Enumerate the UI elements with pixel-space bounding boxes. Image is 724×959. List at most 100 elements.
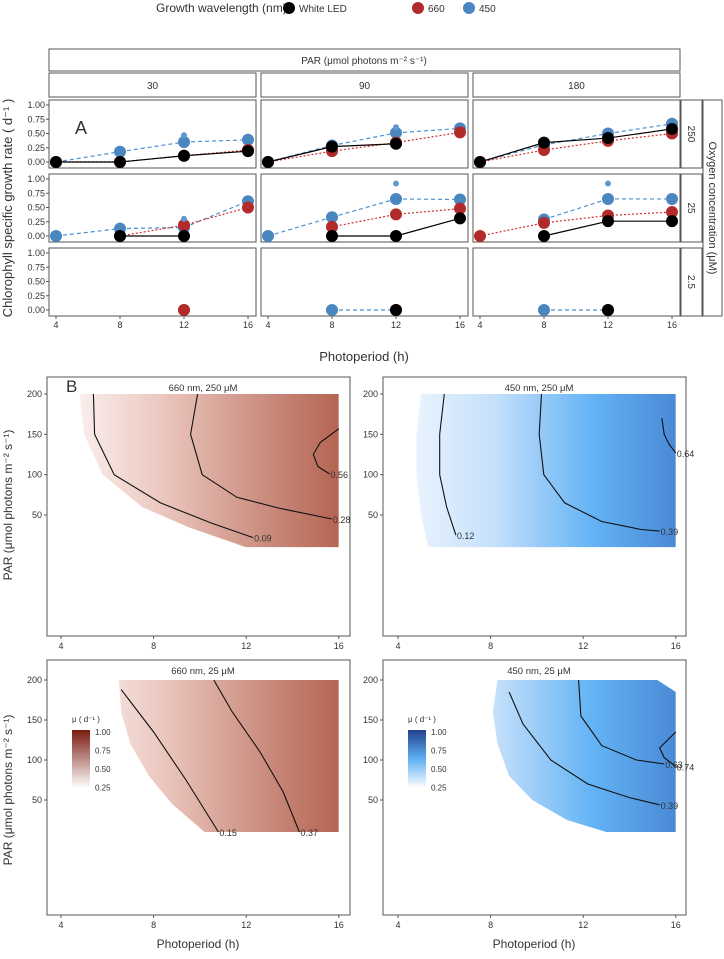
row-strip-label: 2.5 [685,275,696,289]
series-line-white [543,137,609,144]
data-point-r660 [326,220,338,233]
data-point-b450-replicate [393,124,399,131]
data-point-b450 [602,192,614,205]
colorbar-title: μ ( d⁻¹ ) [72,715,100,724]
y-tick-label: 150 [27,429,42,439]
colorbar-tick-label: 1.00 [431,728,447,737]
y-tick-label: 1.00 [27,248,45,258]
y-tick-label: 100 [27,755,42,765]
data-point-b450 [454,193,466,206]
data-point-white [602,215,614,228]
heatmap-title: 450 nm, 250 μM [505,383,574,394]
row-strip [680,247,703,317]
colorbar-tick-label: 0.50 [431,765,447,774]
heatmap-title: 450 nm, 25 μM [507,666,571,677]
series-line-white [331,143,397,148]
par-strip [48,48,681,72]
series-line-r660 [331,213,397,228]
data-point-white [50,156,62,168]
heatmap-title: 660 nm, 25 μM [171,666,235,677]
heatmap-surface [416,394,676,548]
contour-line [538,393,660,532]
x-tick-label: 8 [329,320,334,330]
data-point-white [538,230,550,242]
y-tick-label: 0.75 [27,114,45,124]
contour-line [190,393,333,520]
y-tick-label: 150 [363,429,378,439]
facet-panel [48,247,257,317]
row-strip-label: 25 [685,202,696,214]
data-point-r660 [178,304,190,316]
data-point-b450-replicate [181,215,187,222]
x-tick-label: 12 [241,920,251,930]
y-tick-label: 0.50 [27,203,45,213]
data-point-white [242,145,254,158]
series-line-white [183,150,249,157]
x-tick-label: 12 [391,320,401,330]
data-point-b450 [538,304,550,316]
colorbar-tick-label: 0.50 [95,765,111,774]
series-line-b450 [119,226,185,230]
heatmap-panel: 0.09 0.28 0.56 660 nm, 250 μM 50 100 150 200 4 8 1… [27,376,351,651]
series-line-r660 [479,222,545,237]
facet-panel [260,247,469,317]
series-line-b450 [119,141,185,153]
data-point-white [474,156,486,168]
x-axis-title: Photoperiod (h) [493,937,576,951]
data-point-white [666,122,678,135]
x-tick-label: 4 [477,320,482,330]
y-tick-label: 150 [27,715,42,725]
row-strip [680,99,703,169]
facet-panel [472,173,681,243]
data-point-b450-replicate [605,180,611,187]
x-tick-label: 4 [395,920,400,930]
column-strip [472,72,681,98]
contour-line [578,679,665,765]
y-tick-label: 50 [32,795,42,805]
x-tick-label: 8 [541,320,546,330]
panel-label-b: B [66,377,77,396]
series-line-b450 [395,127,461,134]
x-tick-label: 12 [578,920,588,930]
row-strip-label: 250 [685,126,696,143]
y-tick-label: 50 [368,795,378,805]
data-point-b450 [326,211,338,224]
contour-line [661,418,677,454]
data-point-white [538,136,550,149]
data-point-b450-replicate [393,180,399,187]
x-tick-label: 8 [151,920,156,930]
contour-label: 0.39 [661,527,679,537]
series-line-white [395,217,461,237]
contour-line [508,691,660,806]
colorbar-tick-label: 0.25 [431,784,447,793]
y-tick-label: 100 [363,470,378,480]
data-point-white [114,230,126,242]
y-tick-label: 50 [32,510,42,520]
colorbar-title: μ ( d⁻¹ ) [408,715,436,724]
series-line-b450 [183,139,249,143]
y-tick-label: 0.50 [27,277,45,287]
data-point-r660 [178,219,190,232]
series-line-r660 [607,211,673,217]
legend-label: 660 [428,4,445,15]
x-tick-label: 8 [117,320,122,330]
par-strip-title: PAR (μmol photons m⁻² s⁻¹) [301,56,427,67]
legend-title: Growth wavelength (nm) [156,1,287,15]
heatmap-panel: 0.12 0.39 0.64 450 nm, 250 μM 50 100 150 200 4 8 1… [363,376,694,651]
x-tick-label: 12 [179,320,189,330]
x-axis-title: Photoperiod (h) [157,937,240,951]
column-strip-label: 180 [568,81,585,92]
x-tick-label: 4 [53,320,58,330]
y-tick-label: 0.50 [27,129,45,139]
contour-label: 0.56 [331,470,349,480]
contour-line [439,393,457,536]
series-line-b450 [395,198,461,201]
x-tick-label: 16 [455,320,465,330]
x-tick-label: 12 [578,641,588,651]
series-line-b450 [183,200,249,229]
data-point-r660 [454,126,466,139]
contour-line [213,679,300,833]
contour-label: 0.74 [677,762,695,772]
y-tick-label: 1.00 [27,100,45,110]
